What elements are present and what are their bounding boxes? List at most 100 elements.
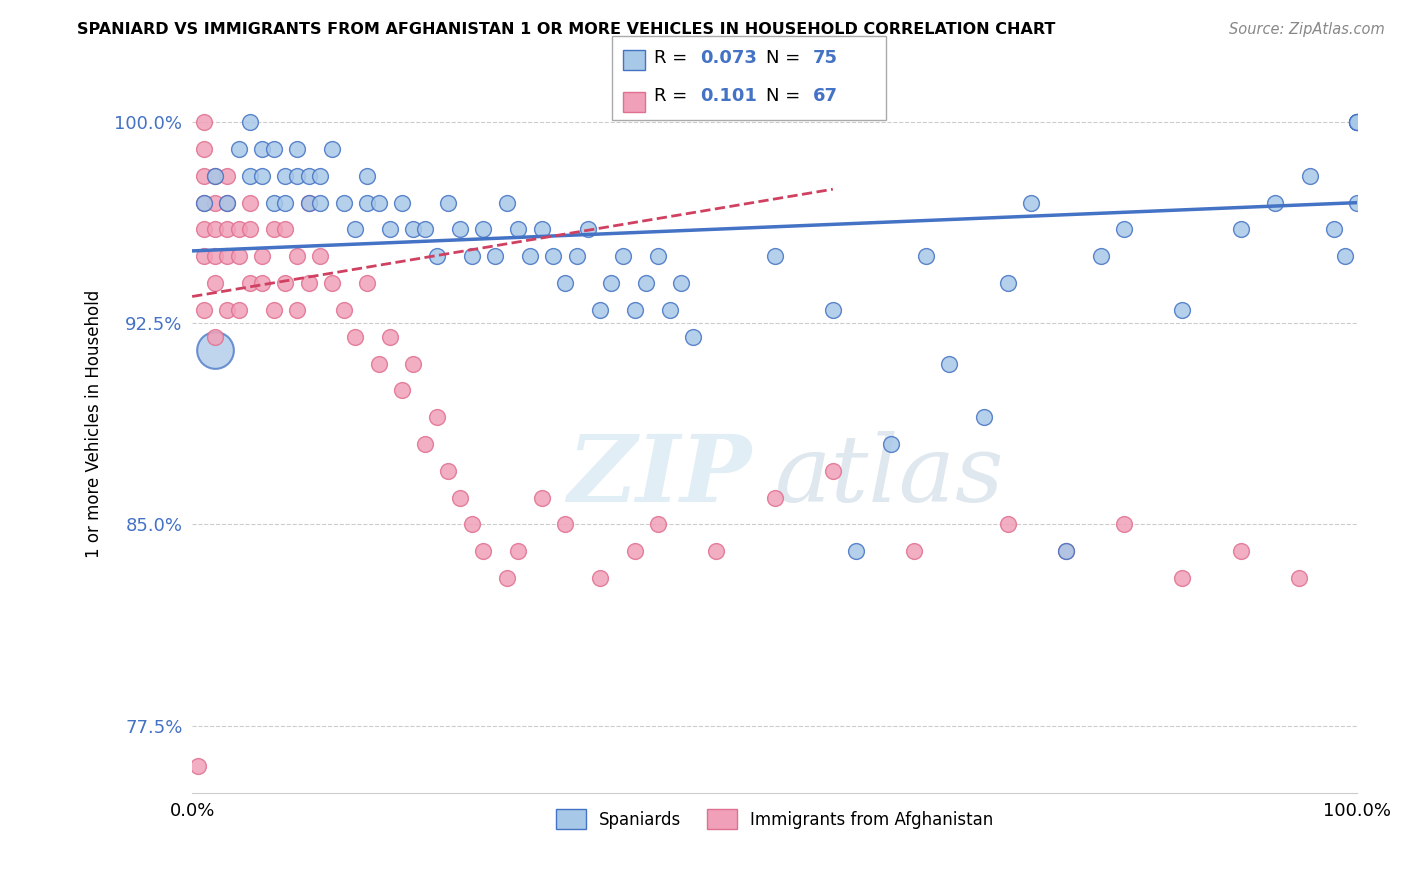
Point [367,357,389,371]
Point [1054,544,1077,558]
Point [554,517,576,532]
Point [460,517,482,532]
Point [298,169,321,183]
Point [193,195,215,210]
Point [915,249,938,263]
Point [903,544,925,558]
Point [763,249,786,263]
Point [274,276,297,290]
Point [356,169,378,183]
Point [1334,249,1357,263]
Point [193,249,215,263]
Point [367,195,389,210]
Point [193,115,215,129]
Point [332,302,354,317]
Point [541,249,564,263]
Point [274,169,297,183]
Point [356,195,378,210]
Point [204,330,226,344]
Point [647,517,669,532]
Text: 0.101: 0.101 [700,87,756,105]
Point [217,195,239,210]
Point [285,302,308,317]
Point [204,195,226,210]
Text: ZIP: ZIP [567,431,751,521]
Text: R =: R = [654,49,693,67]
Point [193,142,215,156]
Point [495,195,517,210]
Point [413,437,436,451]
Point [449,222,471,236]
Point [671,276,693,290]
Point [426,249,449,263]
Point [1346,115,1368,129]
Point [309,169,332,183]
Point [217,302,239,317]
Point [997,276,1019,290]
Point [1171,571,1194,585]
Point [1112,222,1135,236]
Point [378,222,401,236]
Point [519,249,541,263]
Point [845,544,868,558]
Point [250,169,273,183]
Point [356,276,378,290]
Point [1054,544,1077,558]
Y-axis label: 1 or more Vehicles in Household: 1 or more Vehicles in Household [86,290,103,558]
Point [391,195,413,210]
Point [449,491,471,505]
Point [187,759,209,773]
Text: Source: ZipAtlas.com: Source: ZipAtlas.com [1229,22,1385,37]
Point [321,276,343,290]
Point [530,491,553,505]
Point [285,249,308,263]
Point [391,384,413,398]
Point [647,249,669,263]
Text: N =: N = [766,49,806,67]
Point [309,249,332,263]
Point [344,330,367,344]
Point [217,169,239,183]
Point [239,195,262,210]
Point [228,249,250,263]
Point [285,169,308,183]
Point [228,142,250,156]
Point [472,544,495,558]
Point [821,302,844,317]
Point [217,249,239,263]
Text: atlas: atlas [775,431,1004,521]
Point [763,491,786,505]
Point [1288,571,1310,585]
Point [274,222,297,236]
Point [274,195,297,210]
Point [263,222,285,236]
Point [332,195,354,210]
Point [204,169,226,183]
Point [1346,115,1368,129]
Text: R =: R = [654,87,693,105]
Point [204,343,226,358]
Point [1019,195,1042,210]
Point [1264,195,1286,210]
Point [239,222,262,236]
Point [658,302,681,317]
Point [1090,249,1112,263]
Point [344,222,367,236]
Point [239,115,262,129]
Point [1346,115,1368,129]
Point [997,517,1019,532]
Point [589,571,612,585]
Point [1346,195,1368,210]
Point [413,222,436,236]
Point [1112,517,1135,532]
Text: 67: 67 [813,87,838,105]
Point [204,222,226,236]
Point [508,544,530,558]
Point [250,249,273,263]
Point [321,142,343,156]
Text: SPANIARD VS IMMIGRANTS FROM AFGHANISTAN 1 OR MORE VEHICLES IN HOUSEHOLD CORRELAT: SPANIARD VS IMMIGRANTS FROM AFGHANISTAN … [77,22,1056,37]
Point [1346,115,1368,129]
Point [495,571,517,585]
Point [204,276,226,290]
Point [285,142,308,156]
